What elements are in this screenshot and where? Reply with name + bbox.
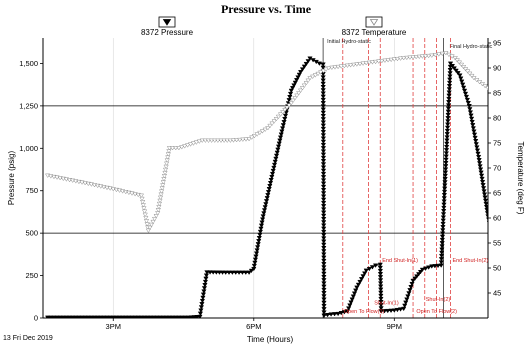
x-axis-label: Time (Hours) <box>247 335 294 344</box>
chart-title: Pressure vs. Time <box>221 2 312 16</box>
data-point <box>512 114 516 118</box>
data-point <box>488 227 492 231</box>
x-tick-label-0: 3PM <box>106 322 121 331</box>
annotation-5: Shut-In(2) <box>426 297 451 303</box>
legend-label-temperature: 8372 Temperature <box>342 28 407 37</box>
annotation-2: Open To Flow(1) <box>344 309 385 315</box>
data-point <box>521 315 525 319</box>
data-point <box>504 293 508 297</box>
date-label: 13 Fri Dec 2019 <box>3 335 53 342</box>
y-tick-label-right-8: 85 <box>493 89 501 98</box>
y-tick-label-left-0: 0 <box>34 314 38 323</box>
data-point <box>500 281 504 285</box>
data-point <box>495 259 499 263</box>
y-tick-label-right-9: 90 <box>493 64 501 73</box>
data-point <box>490 234 494 238</box>
data-point <box>501 284 505 288</box>
data-point <box>486 86 490 90</box>
data-point <box>497 98 501 102</box>
data-point <box>510 112 514 116</box>
y-tick-label-right-5: 70 <box>493 164 501 173</box>
data-point <box>509 304 513 308</box>
data-point <box>503 105 507 109</box>
y-tick-label-left-4: 1,000 <box>19 144 38 153</box>
data-point <box>522 126 526 130</box>
data-point <box>510 307 514 311</box>
series-line-0 <box>48 58 528 317</box>
data-point <box>499 274 503 278</box>
y-axis-label-right: Temperature (deg F) <box>516 142 525 215</box>
data-point <box>518 121 522 125</box>
legend-label-pressure: 8372 Pressure <box>141 28 194 37</box>
annotation-4: Shut-In(1) <box>374 300 399 306</box>
data-point <box>516 119 520 123</box>
y-tick-label-left-6: 1,500 <box>19 59 38 68</box>
series-line-1 <box>48 53 528 231</box>
data-point <box>505 296 509 300</box>
data-point <box>524 316 528 320</box>
annotation-3: Open To Flow(2) <box>416 309 457 315</box>
data-point <box>511 309 515 313</box>
data-point <box>505 107 509 111</box>
data-point <box>514 315 518 319</box>
y-tick-label-right-6: 75 <box>493 139 501 148</box>
data-point <box>488 89 492 93</box>
data-point <box>499 100 503 104</box>
data-point <box>501 103 505 107</box>
data-point <box>524 129 528 133</box>
data-point <box>506 299 510 303</box>
data-point <box>507 301 511 305</box>
y-tick-label-right-7: 80 <box>493 114 501 123</box>
data-point <box>507 109 511 113</box>
data-point <box>322 314 326 318</box>
y-tick-label-right-3: 60 <box>493 214 501 223</box>
event-label-1: Final Hydro-static <box>450 44 493 50</box>
annotation-1: End Shut-In(2) <box>452 258 488 264</box>
annotation-0: End Shut-In(1) <box>382 258 418 264</box>
y-tick-label-left-3: 750 <box>25 186 38 195</box>
y-tick-label-right-4: 65 <box>493 189 501 198</box>
data-point <box>499 278 503 282</box>
data-point <box>520 124 524 128</box>
event-label-0: Initial Hydro-static <box>327 39 371 45</box>
series-1 <box>45 51 528 232</box>
x-tick-label-1: 6PM <box>246 322 261 331</box>
data-point <box>493 249 497 253</box>
data-point <box>514 116 518 120</box>
y-tick-label-right-1: 50 <box>493 264 501 273</box>
data-point <box>489 230 493 234</box>
y-tick-label-left-1: 250 <box>25 271 38 280</box>
data-point <box>493 253 497 257</box>
data-point <box>517 315 521 319</box>
data-point <box>494 256 498 260</box>
y-tick-label-left-2: 500 <box>25 229 38 238</box>
data-point <box>502 287 506 291</box>
y-axis-label-left: Pressure (psig) <box>7 151 16 206</box>
x-tick-label-2: 9PM <box>387 322 402 331</box>
data-point <box>513 312 517 316</box>
data-point <box>503 290 507 294</box>
y-tick-label-right-0: 45 <box>493 289 501 298</box>
y-tick-label-right-2: 55 <box>493 239 501 248</box>
y-tick-label-right-10: 95 <box>493 39 501 48</box>
y-tick-label-left-5: 1,250 <box>19 101 38 110</box>
